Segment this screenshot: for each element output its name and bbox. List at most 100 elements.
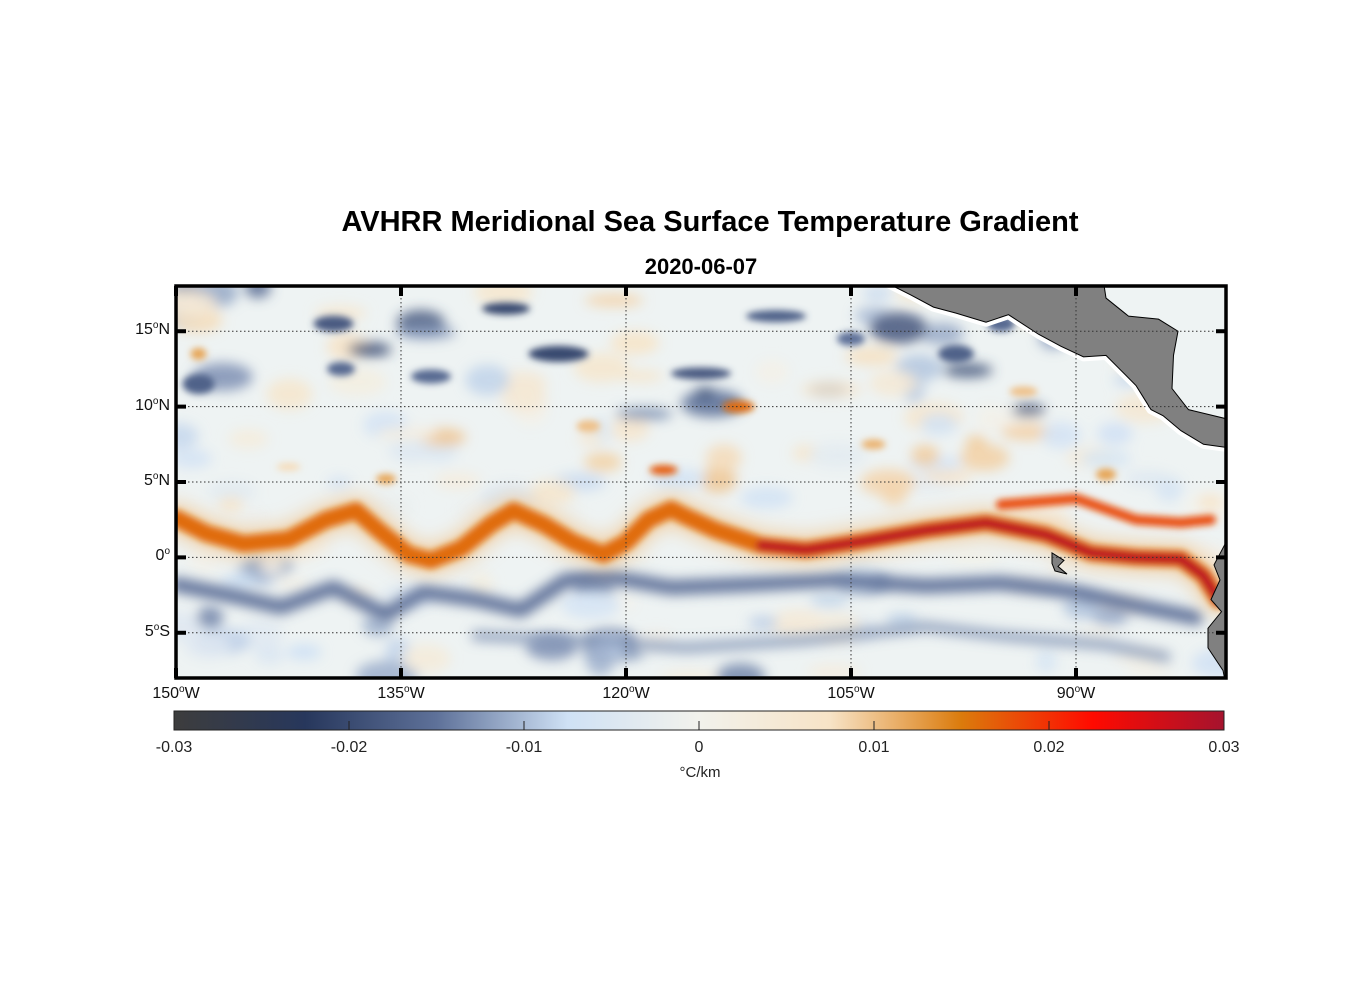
field-feature [861,439,886,450]
field-blob [1011,403,1046,417]
field-blob [920,413,958,436]
y-tick-right [1216,630,1226,635]
x-tick-top [174,286,178,296]
field-feature [1009,386,1038,397]
y-tick-right [1216,404,1226,409]
field-blob [188,547,218,575]
field-blob [869,370,918,397]
field-blob [434,472,481,490]
field-blob [529,480,576,505]
field-blob [217,497,244,512]
x-tick-bottom [624,668,628,678]
x-tick-label: 90oW [1056,684,1096,702]
field-blob [610,331,660,355]
field-blob [584,452,623,472]
field-feature [313,315,354,332]
x-tick-bottom [1074,668,1078,678]
field-blob [396,325,456,340]
gridlines [176,286,1226,678]
field-blob [244,509,266,523]
field-feature [576,420,601,433]
colorbar-unit-label: °C/km [679,764,721,781]
x-tick-label: 105oW [827,684,875,702]
colorbar-tick-label: 0.03 [1208,739,1240,756]
y-tick-left [176,404,186,409]
y-tick-label: 5oN [143,471,170,489]
gradient-blobs [176,286,1226,678]
caribbean-sea [1103,286,1226,420]
field-feature [376,473,396,484]
field-blob [1097,422,1133,445]
field-feature [671,367,731,380]
field-blob [401,644,451,674]
field-blob [947,551,1001,564]
field-feature [190,347,207,360]
field-blob [942,363,993,378]
field-feature [746,310,806,323]
field-blob [699,466,737,494]
field-blob [860,468,916,497]
field-blob [715,663,766,678]
chart-subtitle: 2020-06-07 [644,254,758,279]
field-blob [176,289,217,320]
field-blob [1078,626,1117,642]
field-feature [482,302,530,315]
y-tick-label: 10oN [135,395,170,414]
field-blob [584,293,644,307]
field-features [182,302,1116,484]
x-tick-top [624,286,628,296]
field-blob [474,286,533,307]
field-blob [1041,421,1081,449]
field-blob [845,346,898,366]
field-blob [808,443,867,469]
field-blob [919,322,965,345]
field-blob [615,407,673,421]
field-blob [244,286,271,299]
field-blob [578,430,604,447]
field-blob [911,444,940,467]
x-tick-label: 120oW [602,684,650,702]
field-blob [1080,450,1132,468]
land-mask [882,286,1226,678]
y-tick-label: 15oN [135,320,170,339]
field-blob [1125,663,1172,677]
galapagos-islands [1051,551,1068,575]
field-blob [922,469,973,483]
field-blob [266,378,313,410]
chart-title: AVHRR Meridional Sea Surface Temperature… [341,206,1079,238]
y-tick-label: 0o [155,546,170,565]
field-feature [722,400,755,413]
front-core-line [756,517,1224,605]
field-blob [259,552,284,576]
field-blob [254,645,285,665]
field-blob [347,342,392,357]
field-blob [207,481,256,502]
gradient-field [176,286,1226,678]
field-blob [809,593,849,607]
field-feature [327,361,355,376]
field-blob [561,590,621,619]
field-feature [649,464,678,475]
field-blob [705,444,742,472]
x-tick-bottom [849,668,853,678]
x-tick-top [849,286,853,296]
field-feature [528,345,589,362]
field-blob [1124,470,1172,487]
field-blob [959,444,1010,472]
field-blob [975,404,1002,434]
field-feature [1096,468,1116,481]
x-tick-label: 135oW [377,684,425,702]
field-blob [465,364,510,396]
colorbar-tick-label: 0.02 [1033,739,1065,756]
field-blob [176,448,212,469]
field-blob [740,486,794,509]
field-blob [1197,494,1223,511]
y-tick-right [1216,329,1226,334]
colorbar-tick-label: -0.01 [505,739,543,756]
y-tick-right [1216,555,1226,560]
field-blob [799,380,863,399]
field-blob [573,353,630,383]
y-tick-left [176,630,186,635]
axis-ticks [174,286,1226,678]
